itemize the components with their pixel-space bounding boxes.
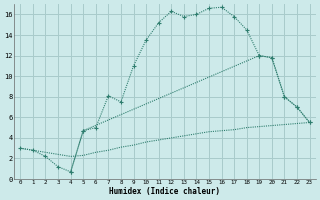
X-axis label: Humidex (Indice chaleur): Humidex (Indice chaleur) bbox=[109, 187, 220, 196]
